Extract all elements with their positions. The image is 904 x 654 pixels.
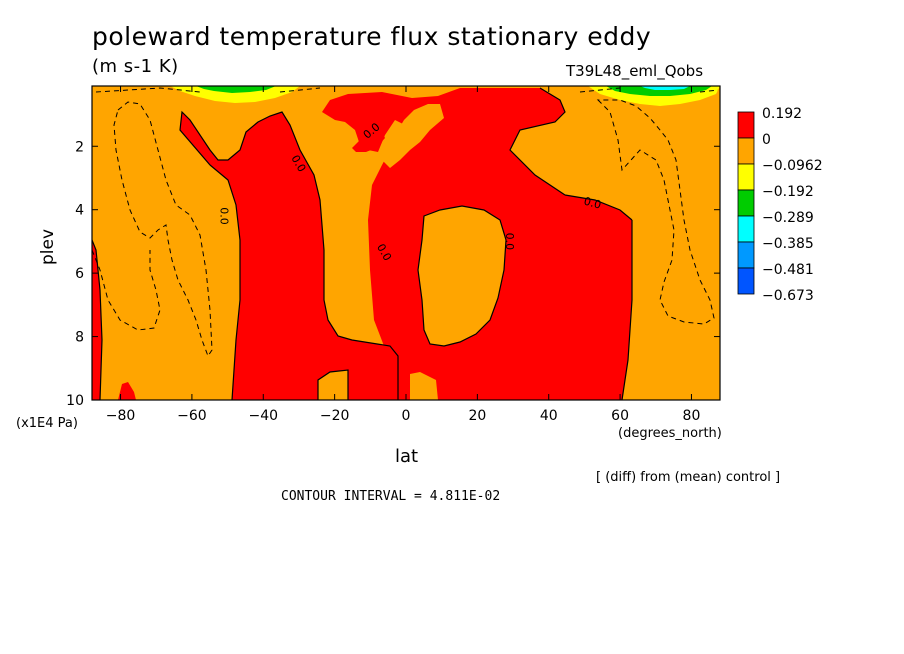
negative-contour-sh [113, 101, 213, 358]
colorbar-swatch [737, 189, 755, 217]
x-axis-label: lat [395, 446, 419, 467]
positive-region-sh-bump [118, 382, 136, 400]
y-axis-label: plev [38, 228, 58, 265]
contour-label: 0.0 [217, 207, 230, 225]
x-tick-label: 60 [611, 408, 629, 424]
x-tick-label: −20 [320, 408, 350, 424]
colorbar-swatch [737, 137, 755, 165]
tropical-orange-pocket [418, 206, 506, 346]
chart-units: (m s-1 K) [92, 56, 179, 77]
colorbar-swatch [737, 163, 755, 191]
contour-label: 0.0 [582, 195, 602, 212]
experiment-label: T39L48_eml_Qobs [566, 62, 704, 80]
plot-area [92, 86, 720, 400]
x-tick-label: 0 [402, 408, 411, 424]
colorbar: 0.192 0 −0.0962 −0.192 −0.289 −0.385 −0.481 −0.… [737, 106, 823, 304]
nh-min-core-cyan [640, 86, 690, 90]
nh-min-core-green [606, 86, 712, 96]
colorbar-label: −0.481 [762, 262, 814, 278]
y-tick-label: 8 [75, 330, 84, 346]
negative-contour-nh [596, 99, 715, 325]
colorbar-swatch [737, 241, 755, 269]
colorbar-label: −0.673 [762, 288, 814, 304]
colorbar-label: −0.192 [762, 184, 814, 200]
x-tick-label: 80 [683, 408, 701, 424]
colorbar-swatch [737, 267, 755, 295]
colorbar-swatch [737, 215, 755, 243]
diff-note: [ (diff) from (mean) control ] [596, 470, 781, 485]
colorbar-label: −0.385 [762, 236, 814, 252]
x-axis-unit: (degrees_north) [618, 426, 722, 441]
negative-contour-sh-2 [92, 249, 161, 331]
colorbar-label: −0.289 [762, 210, 814, 226]
y-tick-label: 6 [75, 266, 84, 282]
x-tick-label: 40 [540, 408, 558, 424]
sh-min-core-green [196, 86, 276, 93]
y-axis: 2 4 6 8 10 [66, 139, 720, 409]
positive-region-sh-midlat [180, 112, 398, 400]
x-axis: −80 −60 −40 −20 0 20 40 60 80 [106, 86, 701, 424]
tropical-orange-gap [382, 104, 444, 168]
y-tick-label: 4 [75, 203, 84, 219]
colorbar-swatch [737, 111, 755, 139]
contour-label: 0.0 [503, 233, 516, 251]
zero-contour-outline [92, 87, 633, 400]
x-tick-label: −80 [106, 408, 136, 424]
y-axis-unit: (x1E4 Pa) [16, 416, 78, 431]
y-tick-label: 2 [75, 139, 84, 155]
negative-contour-upper [95, 87, 719, 93]
sh-min-core-yellow [170, 86, 300, 103]
x-tick-label: −40 [248, 408, 278, 424]
positive-region-sh-high-lat [92, 240, 102, 400]
colorbar-label: 0 [762, 132, 771, 148]
y-tick-label: 10 [66, 393, 84, 409]
x-tick-label: 20 [468, 408, 486, 424]
x-tick-label: −60 [177, 408, 207, 424]
colorbar-label: −0.0962 [762, 158, 823, 174]
contour-interval-value: 4.811E-02 [429, 489, 501, 504]
midlat-upper-red-strip [352, 128, 385, 152]
chart-title: poleward temperature flux stationary edd… [92, 22, 652, 51]
colorbar-label: 0.192 [762, 106, 802, 122]
contour-interval: CONTOUR INTERVAL = 4.811E-02 [281, 489, 501, 504]
